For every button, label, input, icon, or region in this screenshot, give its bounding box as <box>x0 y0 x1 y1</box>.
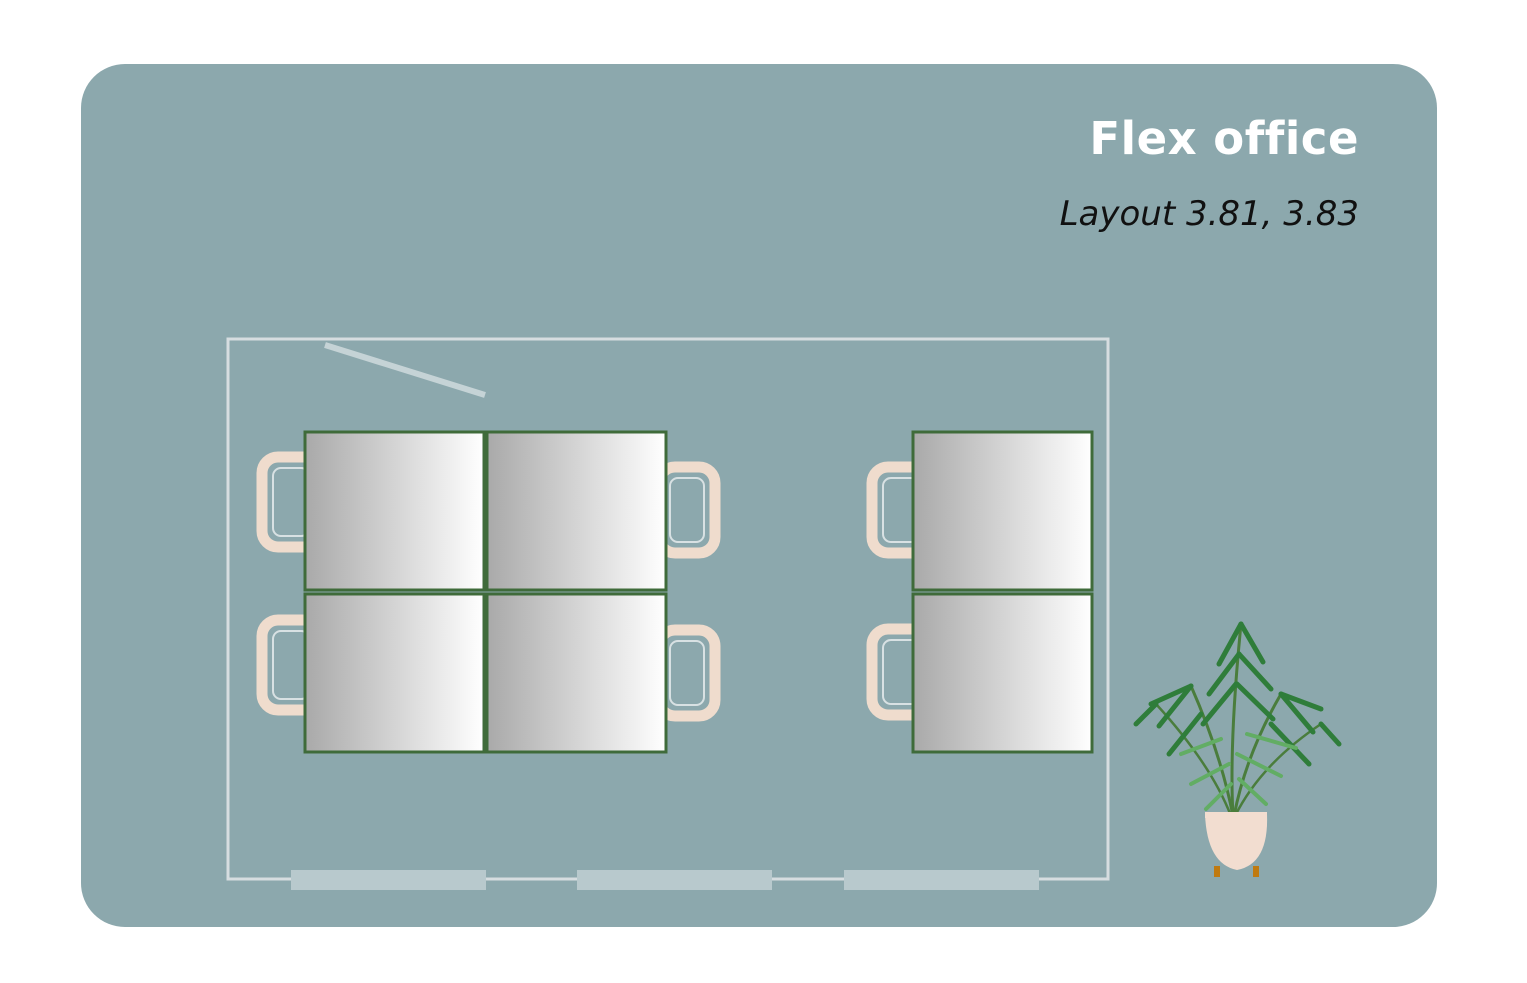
window <box>291 870 486 890</box>
floor-plan <box>81 64 1437 927</box>
desk <box>303 592 486 754</box>
page-title: Flex office <box>1089 112 1359 165</box>
window <box>844 870 1039 890</box>
desk <box>911 592 1094 754</box>
plant-icon <box>1133 621 1342 877</box>
layout-subtitle: Layout 3.81, 3.83 <box>1059 194 1359 234</box>
desk <box>911 430 1094 592</box>
floor-plan-card: Flex office Layout 3.81, 3.83 <box>81 64 1437 927</box>
window <box>577 870 772 890</box>
desk <box>303 430 486 592</box>
door-icon <box>324 342 486 398</box>
desk <box>485 430 668 592</box>
desk <box>485 592 668 754</box>
